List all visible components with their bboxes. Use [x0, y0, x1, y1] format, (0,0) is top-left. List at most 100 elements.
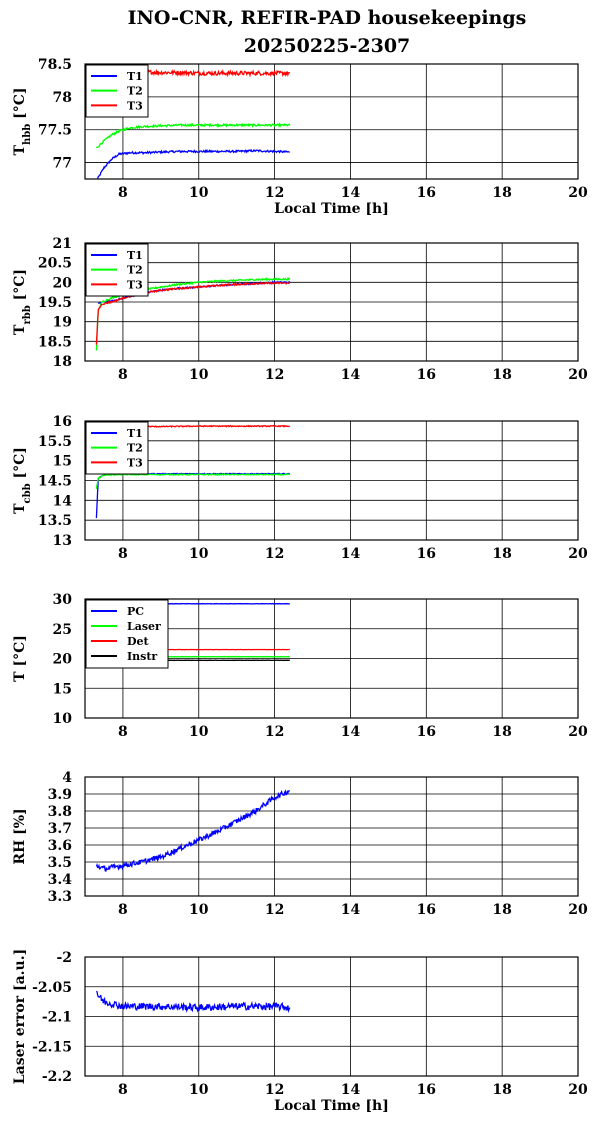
x-tick-label: 16 [417, 902, 436, 918]
y-tick-label: 19 [53, 315, 72, 331]
figure-title-line1: INO-CNR, REFIR-PAD housekeepings [128, 7, 527, 29]
y-tick-label: -2.1 [42, 1010, 72, 1026]
y-axis-label: RH [%] [12, 808, 28, 864]
x-tick-label: 10 [189, 367, 209, 383]
y-tick-label: 20 [53, 652, 73, 668]
legend-label: T1 [127, 70, 143, 83]
x-tick-label: 20 [568, 1082, 588, 1098]
y-tick-label: 3.7 [48, 821, 72, 837]
x-tick-label: 18 [492, 546, 511, 562]
y-tick-label: 4 [62, 770, 72, 786]
x-tick-label: 12 [265, 724, 284, 740]
legend-label: Laser [127, 620, 161, 633]
plot-frame [84, 956, 579, 1077]
y-tick-label: -2.2 [42, 1069, 72, 1085]
y-tick-label: 3.5 [48, 855, 72, 871]
x-tick-label: 18 [492, 185, 511, 201]
y-tick-label: 3.8 [48, 804, 72, 820]
x-tick-label: 14 [341, 902, 361, 918]
series-line-data [95, 990, 291, 1014]
x-tick-label: 14 [341, 724, 361, 740]
x-tick-label: 14 [341, 1082, 361, 1098]
series-line-data [95, 789, 291, 872]
y-axis-label: Laser error [a.u.] [12, 949, 28, 1084]
panel-6: 8 10 12 14 16 18 20 -2.2 -2.15 -2.1 -2.05 -2 Laser e… [12, 949, 588, 1114]
y-tick-label: -2.05 [32, 980, 72, 996]
y-tick-label: 10 [53, 711, 73, 727]
x-tick-label: 12 [265, 367, 284, 383]
y-tick-label: 13 [53, 533, 72, 549]
y-tick-label: 20 [53, 275, 73, 291]
legend-label: T3 [127, 99, 143, 112]
x-tick-label: 8 [118, 902, 128, 918]
x-tick-label: 16 [417, 367, 436, 383]
y-tick-label: 78.5 [38, 57, 72, 73]
x-tick-label: 8 [118, 185, 128, 201]
x-tick-label: 10 [189, 185, 209, 201]
x-tick-label: 16 [417, 1082, 436, 1098]
y-tick-label: 15 [53, 681, 72, 697]
x-tick-label: 20 [568, 367, 588, 383]
x-tick-label: 10 [189, 546, 209, 562]
panel-2: 8 10 12 14 16 18 20 18 18.5 19 19.5 20 20.5 21 Trbb [°… [12, 236, 588, 383]
x-tick-label: 12 [265, 185, 284, 201]
plot-frame [84, 63, 579, 180]
panel-4: 8 10 12 14 16 18 20 10 15 20 25 30 T [°C] PC Laser Det I… [12, 592, 588, 740]
legend-label: T3 [127, 278, 143, 291]
x-tick-label: 18 [492, 724, 511, 740]
series-line-t2 [95, 473, 291, 490]
y-tick-label: 77 [53, 156, 72, 172]
x-tick-label: 10 [189, 902, 209, 918]
legend-label: T2 [127, 442, 143, 455]
legend-label: T2 [127, 85, 143, 98]
y-tick-label: 3.9 [48, 787, 72, 803]
legend-label: T1 [127, 427, 143, 440]
series-line-t2 [95, 122, 291, 149]
y-tick-label: 19.5 [38, 295, 72, 311]
y-tick-label: -2.15 [32, 1039, 72, 1055]
y-axis-label: Tcbb [°C] [12, 447, 33, 514]
x-tick-label: 20 [568, 185, 588, 201]
x-tick-label: 18 [492, 902, 511, 918]
y-tick-label: 15.5 [38, 434, 72, 450]
x-axis-label: Local Time [h] [274, 1098, 389, 1114]
y-tick-label: 13.5 [38, 513, 72, 529]
legend-label: T3 [127, 456, 143, 469]
y-axis-label: Thbb [°C] [12, 88, 33, 156]
legend-label: Det [127, 635, 150, 648]
x-tick-label: 20 [568, 724, 588, 740]
x-tick-label: 12 [265, 1082, 284, 1098]
y-tick-label: 18.5 [38, 334, 72, 350]
x-tick-label: 10 [189, 1082, 209, 1098]
plot-frame [84, 776, 579, 897]
legend-label: Instr [127, 650, 157, 663]
y-tick-label: 18 [53, 354, 72, 370]
x-axis-label: Local Time [h] [274, 201, 389, 217]
y-axis-label: Trbb [°C] [12, 269, 33, 335]
x-tick-label: 12 [265, 546, 284, 562]
y-tick-label: -2 [56, 950, 72, 966]
x-tick-label: 8 [118, 546, 128, 562]
y-tick-label: 20.5 [38, 256, 72, 272]
legend-label: T2 [127, 264, 143, 277]
x-tick-label: 10 [189, 724, 209, 740]
y-tick-label: 3.4 [48, 872, 73, 888]
y-tick-label: 16 [53, 414, 72, 430]
x-tick-label: 20 [568, 546, 588, 562]
y-tick-label: 78 [53, 90, 72, 106]
plot-frame [84, 420, 579, 541]
y-tick-label: 30 [53, 592, 73, 608]
x-tick-label: 18 [492, 1082, 511, 1098]
x-tick-label: 16 [417, 724, 436, 740]
plot-frame [84, 242, 579, 362]
y-tick-label: 25 [53, 622, 72, 638]
legend-label: T1 [127, 249, 143, 262]
y-tick-label: 77.5 [38, 123, 72, 139]
y-tick-label: 3.6 [48, 838, 72, 854]
x-tick-label: 14 [341, 367, 361, 383]
x-tick-label: 20 [568, 902, 588, 918]
